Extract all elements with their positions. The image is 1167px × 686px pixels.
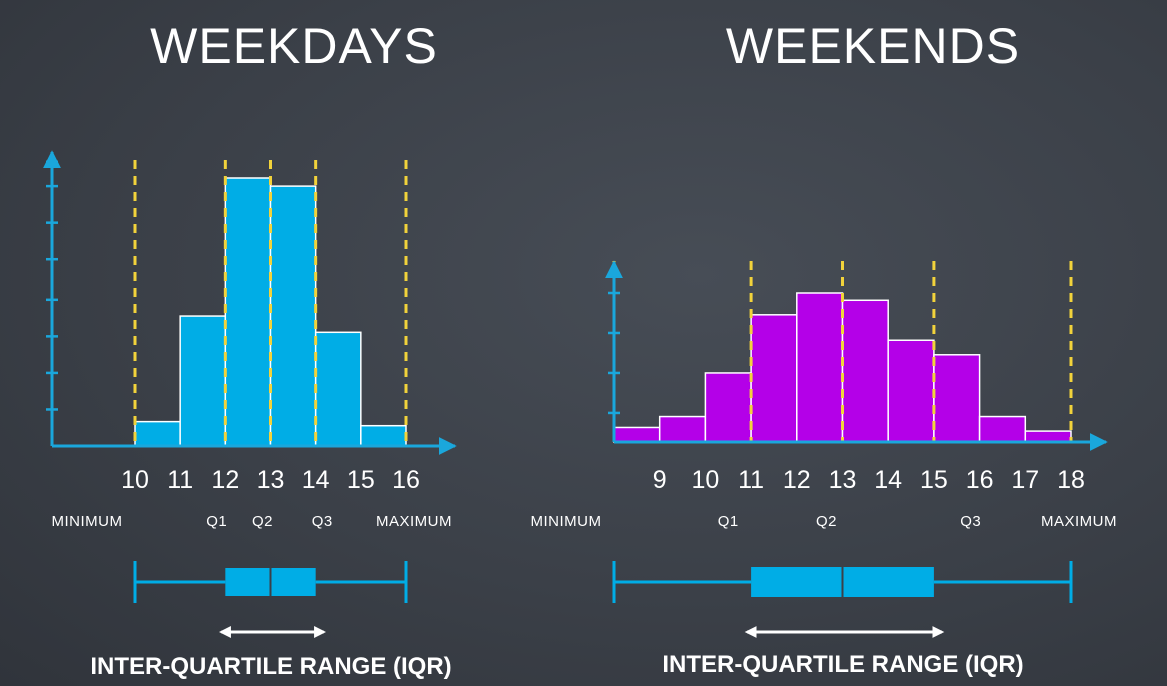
weekends-stat-labels: MINIMUM Q1 Q2 Q3 MAXIMUM (531, 513, 1117, 530)
weekends-bar-3 (750, 314, 798, 443)
weekdays-minimum-label: MINIMUM (52, 513, 123, 530)
weekdays-bar-1 (179, 315, 227, 447)
weekends-x-tick-label: 17 (1011, 466, 1039, 494)
weekends-title: WEEKENDS (726, 18, 1020, 74)
weekdays-q1-label: Q1 (206, 513, 227, 530)
weekdays-x-tick-label: 15 (347, 466, 375, 494)
weekends-boxplot (612, 561, 1073, 603)
weekends-x-tick-label: 13 (829, 466, 857, 494)
weekends-axes (605, 260, 1108, 451)
weekdays-histogram (134, 177, 407, 447)
weekends-histogram (613, 292, 1072, 443)
weekdays-x-tick-label: 10 (121, 466, 149, 494)
weekends-x-tick-label: 10 (691, 466, 719, 494)
weekdays-bar-3 (269, 185, 317, 447)
weekdays-q3-label: Q3 (312, 513, 333, 530)
weekdays-x-tick-label: 14 (302, 466, 330, 494)
weekdays-x-tick-label: 12 (211, 466, 239, 494)
weekends-q1-label: Q1 (718, 513, 739, 530)
weekends-x-tick-label: 16 (966, 466, 994, 494)
weekdays-bar-2 (224, 177, 272, 447)
weekdays-x-tick-label: 11 (167, 466, 193, 494)
weekends-bar-4 (796, 292, 844, 443)
weekends-minimum-label: MINIMUM (531, 513, 602, 530)
weekends-x-tick-labels: 9 10 11 12 13 14 15 16 17 18 (653, 466, 1085, 494)
weekdays-bar-5 (360, 424, 407, 447)
weekdays-panel: WEEKDAYS 10 11 12 13 14 15 16 MINIMUM Q1 Q2 Q3 MAX… (43, 18, 457, 680)
weekends-bar-7 (933, 354, 981, 443)
weekdays-iqr-label: INTER-QUARTILE RANGE (IQR) (90, 653, 451, 680)
weekends-x-tick-label: 12 (783, 466, 811, 494)
weekends-q3-label: Q3 (960, 513, 981, 530)
weekends-bar-6 (887, 339, 935, 443)
weekends-q2-label: Q2 (816, 513, 837, 530)
weekdays-maximum-label: MAXIMUM (376, 513, 452, 530)
weekdays-bar-4 (314, 331, 362, 447)
weekdays-boxplot (133, 561, 408, 603)
weekdays-q2-label: Q2 (252, 513, 273, 530)
weekends-bar-8 (978, 415, 1027, 443)
weekdays-x-tick-label: 13 (257, 466, 285, 494)
weekends-bar-5 (841, 299, 889, 443)
weekends-bar-2 (704, 372, 752, 443)
weekends-x-tick-label: 14 (874, 466, 902, 494)
weekdays-bar-0 (134, 420, 181, 447)
weekends-x-tick-label: 11 (738, 466, 764, 494)
weekdays-x-tick-labels: 10 11 12 13 14 15 16 (121, 466, 420, 494)
weekends-maximum-label: MAXIMUM (1041, 513, 1117, 530)
weekends-bar-9 (1024, 430, 1072, 443)
weekdays-title: WEEKDAYS (150, 18, 438, 74)
weekends-x-tick-label: 18 (1057, 466, 1085, 494)
weekdays-x-tick-label: 16 (392, 466, 420, 494)
weekdays-axes (43, 150, 457, 455)
weekends-x-tick-label: 15 (920, 466, 948, 494)
weekends-iqr-label: INTER-QUARTILE RANGE (IQR) (662, 651, 1023, 678)
weekends-x-tick-label: 9 (653, 466, 667, 494)
weekends-panel: WEEKENDS 9 10 11 12 13 14 15 16 17 18 MINIMUM Q1 Q2… (531, 18, 1117, 678)
weekends-bar-0 (613, 426, 661, 443)
weekdays-stat-labels: MINIMUM Q1 Q2 Q3 MAXIMUM (52, 513, 452, 530)
weekends-bar-1 (658, 415, 707, 443)
